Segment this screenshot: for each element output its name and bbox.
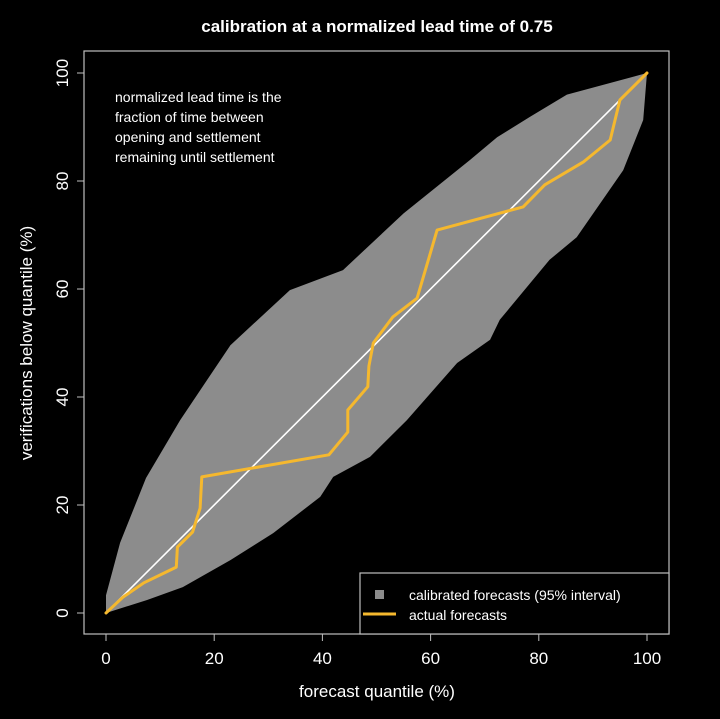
x-axis-label: forecast quantile (%) xyxy=(299,682,455,701)
x-tick-label: 20 xyxy=(205,649,224,668)
annotation-text: normalized lead time is the fraction of … xyxy=(115,89,282,165)
legend-box xyxy=(359,572,670,635)
annotation-line-1: normalized lead time is the xyxy=(115,89,282,105)
legend-label-actual: actual forecasts xyxy=(409,607,507,623)
annotation-line-2: fraction of time between xyxy=(115,109,264,125)
y-tick-label: 40 xyxy=(53,388,72,407)
chart-title: calibration at a normalized lead time of… xyxy=(201,17,552,36)
legend: calibrated forecasts (95% interval) actu… xyxy=(359,572,670,635)
x-tick-label: 100 xyxy=(633,649,661,668)
y-axis: 0 20 40 60 80 100 xyxy=(53,59,85,618)
y-tick-label: 100 xyxy=(53,59,72,87)
x-axis: 0 20 40 60 80 100 xyxy=(101,633,661,668)
y-tick-label: 80 xyxy=(53,172,72,191)
legend-label-band: calibrated forecasts (95% interval) xyxy=(409,587,621,603)
x-tick-label: 40 xyxy=(313,649,332,668)
y-tick-label: 0 xyxy=(53,608,72,617)
y-tick-label: 60 xyxy=(53,280,72,299)
actual-forecasts-line xyxy=(104,71,649,615)
plot-area xyxy=(104,71,649,615)
x-tick-label: 80 xyxy=(529,649,548,668)
annotation-line-4: remaining until settlement xyxy=(115,149,275,165)
x-tick-label: 60 xyxy=(421,649,440,668)
annotation-line-3: opening and settlement xyxy=(115,129,261,145)
x-tick-label: 0 xyxy=(101,649,110,668)
y-tick-label: 20 xyxy=(53,496,72,515)
y-axis-label: verifications below quantile (%) xyxy=(17,226,36,460)
legend-band-swatch xyxy=(375,590,384,599)
